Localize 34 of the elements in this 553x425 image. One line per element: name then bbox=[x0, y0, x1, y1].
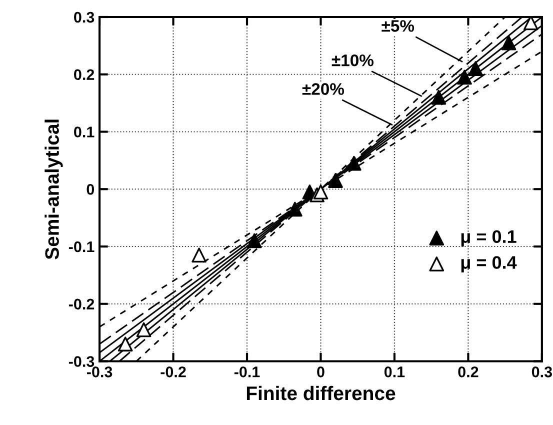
point bbox=[136, 322, 152, 338]
point bbox=[431, 90, 446, 105]
y-axis-title: Semi-analytical bbox=[44, 120, 63, 260]
point bbox=[346, 156, 362, 171]
legend-label: μ = 0.4 bbox=[461, 256, 517, 272]
y-tick-label: -0.1 bbox=[68, 241, 94, 252]
annotation: ±5% bbox=[382, 20, 414, 32]
legend-label: μ = 0.1 bbox=[461, 230, 516, 246]
annotation: ±10% bbox=[332, 54, 374, 66]
y-tick-label: -0.3 bbox=[68, 356, 94, 367]
point bbox=[246, 233, 262, 248]
x-tick-label: -0.3 bbox=[86, 366, 112, 378]
x-tick-label: 0.2 bbox=[458, 366, 478, 378]
y-tick-label: -0.2 bbox=[68, 298, 94, 310]
x-tick-label: 0.3 bbox=[532, 366, 552, 378]
point bbox=[523, 17, 538, 30]
x-axis-title: Finite difference bbox=[246, 386, 396, 400]
point bbox=[457, 70, 472, 85]
point bbox=[468, 61, 484, 76]
y-tick-label: 0.2 bbox=[74, 69, 94, 80]
x-tick-label: 0.1 bbox=[384, 366, 405, 378]
x-tick-label: -0.1 bbox=[234, 366, 260, 378]
point bbox=[118, 336, 133, 352]
y-tick-label: 0 bbox=[86, 184, 94, 195]
x-tick-label: 0 bbox=[317, 366, 324, 378]
point bbox=[288, 202, 302, 217]
x-tick-label: -0.2 bbox=[160, 366, 186, 378]
point bbox=[501, 35, 516, 50]
point bbox=[328, 173, 343, 188]
point bbox=[313, 184, 328, 200]
point bbox=[192, 248, 207, 263]
y-tick-label: 0.1 bbox=[74, 126, 94, 138]
annotation: ±20% bbox=[302, 83, 344, 95]
y-tick-label: 0.3 bbox=[74, 12, 94, 23]
